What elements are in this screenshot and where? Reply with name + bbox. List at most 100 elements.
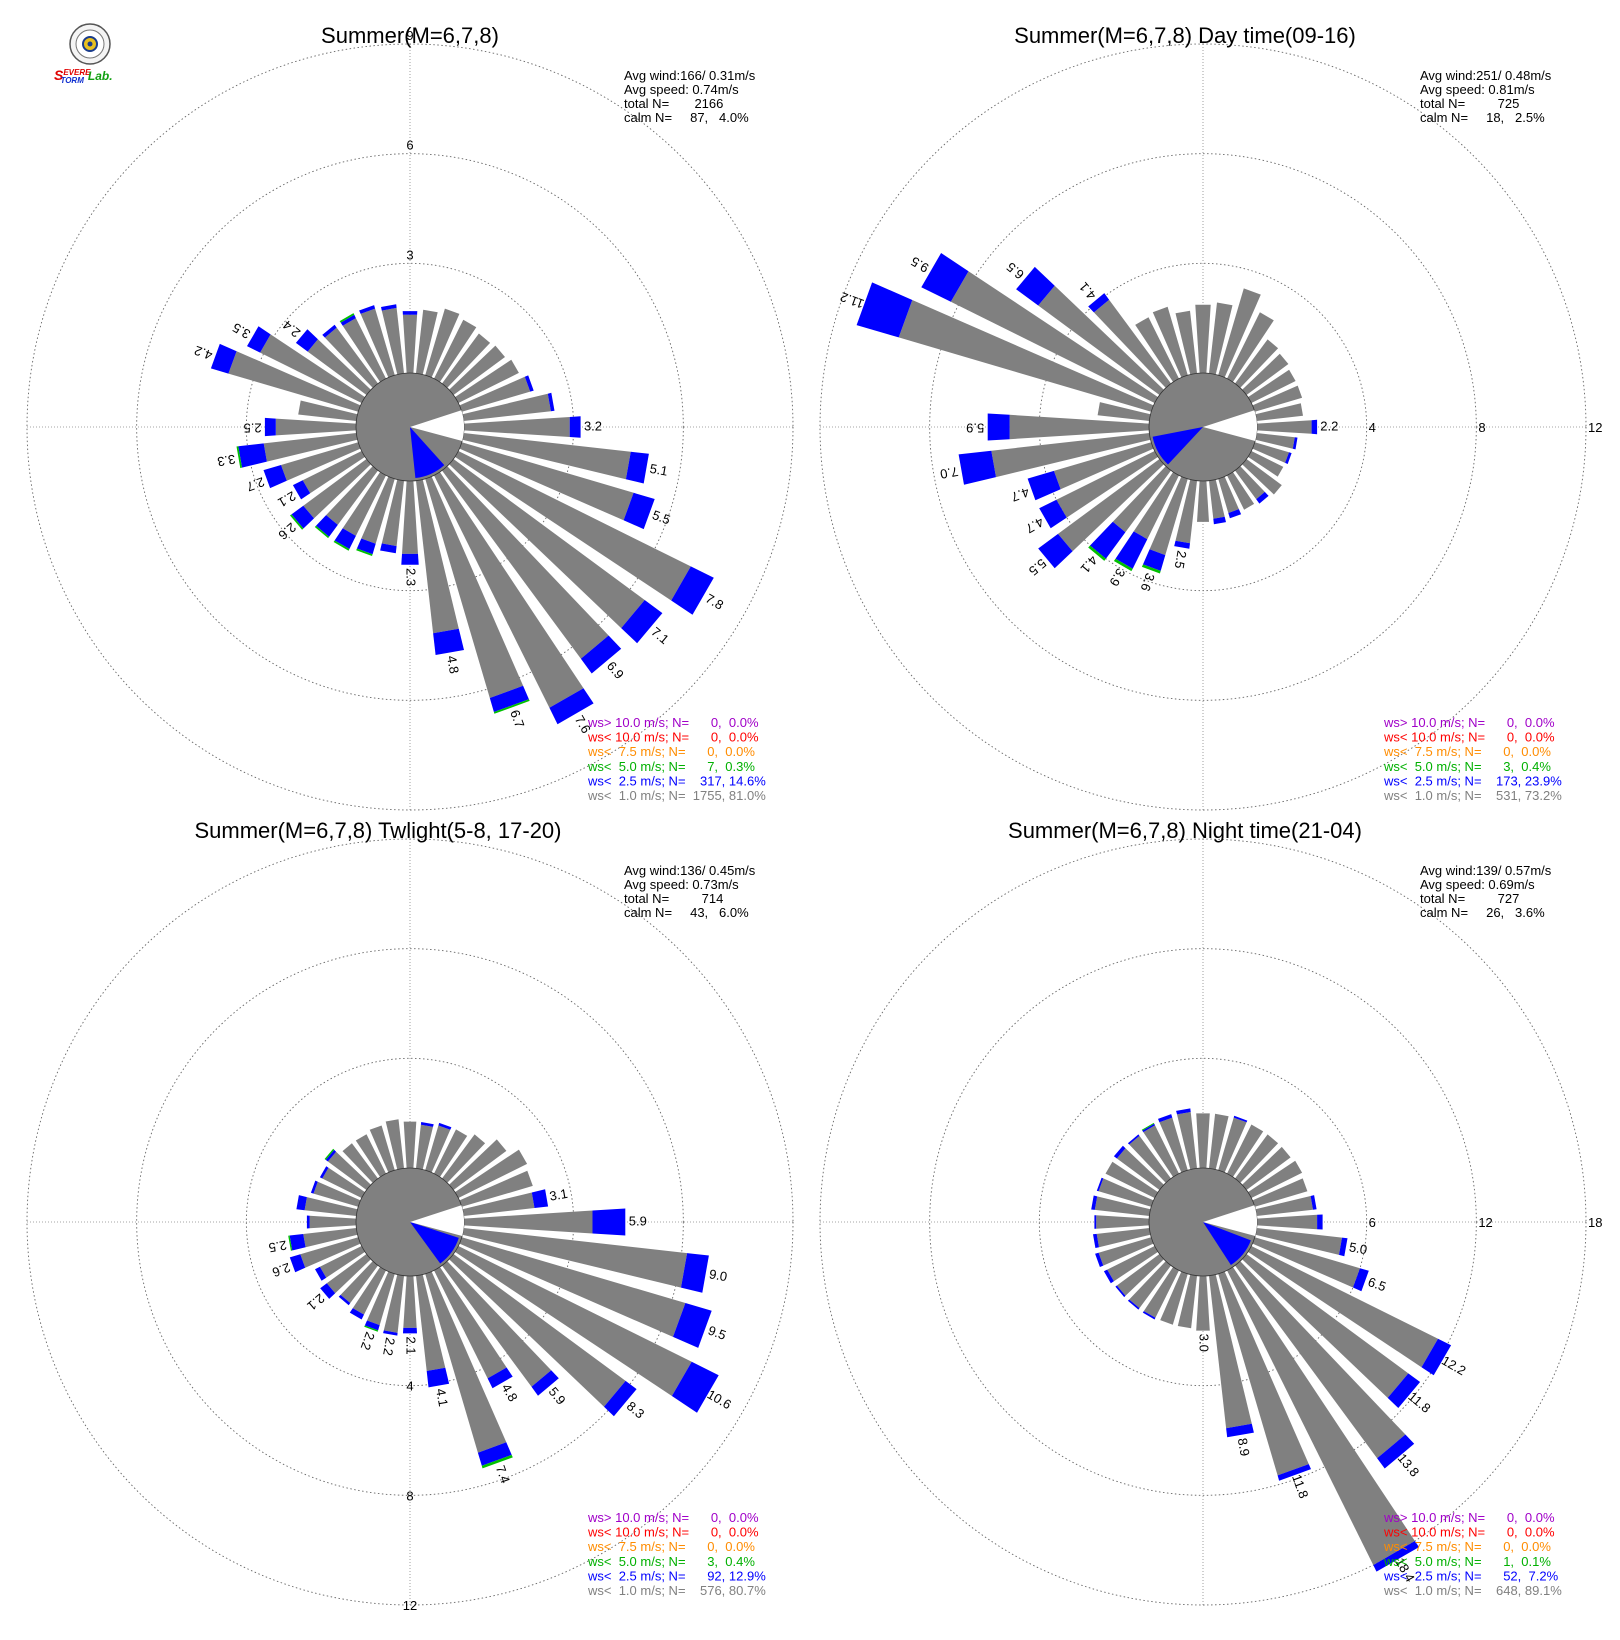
bar-value-label: 3.3 bbox=[216, 451, 236, 469]
direction-bar bbox=[416, 309, 438, 375]
avg-wind-sector bbox=[410, 427, 445, 478]
bar-segment-under-1ms bbox=[367, 1271, 395, 1326]
bar-value-label: 4.7 bbox=[1023, 514, 1046, 536]
calm-sector bbox=[1203, 1205, 1258, 1236]
bar-value-label: 8.3 bbox=[624, 1398, 647, 1421]
bar-segment-under-1ms bbox=[1248, 1246, 1438, 1368]
direction-bar bbox=[380, 479, 404, 554]
bar-segment-under-2.5ms bbox=[580, 635, 622, 674]
bar-segment-under-2.5ms bbox=[524, 375, 534, 392]
ring-label: 12 bbox=[403, 1598, 417, 1613]
bar-segment-under-2.5ms bbox=[1093, 1233, 1099, 1248]
direction-bar bbox=[1096, 1177, 1154, 1207]
direction-bar: 2.2 bbox=[380, 1274, 404, 1357]
wind-rose-panel: 4 8 12 3.1 5.9 9.0 9.5 10.6 8.3 5.9 4.8 7.4 4.1 2.1 2.… bbox=[26, 818, 794, 1613]
legend-entry: ws< 2.5 m/s; N= 317, 14.6% bbox=[587, 773, 766, 788]
bar-segment-under-2.5ms bbox=[1311, 419, 1318, 435]
direction-bar bbox=[1252, 442, 1292, 464]
bar-segment-under-1ms bbox=[326, 1254, 371, 1294]
bar-value-label: 6.9 bbox=[604, 658, 627, 681]
direction-bar: 4.1 bbox=[416, 1274, 451, 1408]
bar-segment-under-1ms bbox=[355, 1134, 386, 1177]
direction-bar bbox=[459, 375, 534, 412]
direction-bar: 9.0 bbox=[462, 1228, 728, 1293]
direction-bar bbox=[1105, 1161, 1158, 1198]
bar-segment-under-2.5ms bbox=[987, 413, 1010, 441]
direction-bar bbox=[1235, 466, 1269, 504]
direction-bar bbox=[1248, 451, 1284, 477]
bar-segment-under-2.5ms bbox=[381, 304, 397, 311]
bar-segment-under-1ms bbox=[309, 1215, 357, 1229]
bar-segment-under-5ms bbox=[236, 446, 242, 469]
calm-sector bbox=[410, 1205, 465, 1236]
bar-value-label: 9.0 bbox=[708, 1266, 728, 1284]
bar-segment-under-1ms bbox=[1227, 312, 1274, 382]
bar-segment-under-1ms bbox=[300, 1237, 361, 1268]
lab-wordmark: SEVERE TORM Lab. bbox=[54, 67, 113, 84]
legend-entry: ws> 10.0 m/s; N= 0, 0.0% bbox=[1383, 715, 1555, 730]
bar-segment-under-2.5ms bbox=[292, 480, 311, 500]
bar-segment-under-1ms bbox=[1159, 1117, 1188, 1173]
bar-value-label: 11.2 bbox=[838, 289, 866, 311]
direction-bar bbox=[315, 1246, 365, 1281]
grid-ring bbox=[819, 43, 1587, 811]
legend-entry: ws< 5.0 m/s; N= 1, 0.1% bbox=[1383, 1554, 1551, 1569]
direction-bar bbox=[349, 1267, 386, 1320]
bar-segment-under-1ms bbox=[307, 339, 371, 395]
ring-label: 12 bbox=[1478, 1215, 1492, 1230]
bar-segment-under-2.5ms bbox=[489, 685, 529, 712]
bar-segment-under-2.5ms bbox=[315, 1266, 327, 1281]
direction-bar: 9.5 bbox=[459, 1237, 728, 1348]
bar-value-label: 2.3 bbox=[404, 568, 419, 586]
bar-segment-under-2.5ms bbox=[289, 1254, 306, 1273]
bar-segment-under-1ms bbox=[1105, 1161, 1158, 1198]
bar-segment-under-2.5ms bbox=[1233, 1115, 1248, 1123]
direction-bar bbox=[1242, 459, 1282, 495]
direction-bar bbox=[1218, 1115, 1248, 1173]
bar-segment-under-1ms bbox=[459, 376, 531, 412]
direction-bar bbox=[342, 1143, 378, 1183]
bar-segment-under-2.5ms bbox=[310, 1180, 318, 1194]
bar-segment-under-1ms bbox=[462, 433, 631, 480]
bar-segment-under-1ms bbox=[1135, 317, 1179, 382]
stats-line: Avg wind:166/ 0.31m/s bbox=[624, 68, 756, 83]
bar-segment-under-1ms bbox=[1195, 304, 1211, 374]
bar-segment-under-1ms bbox=[361, 476, 395, 544]
bar-segment-under-2.5ms bbox=[334, 528, 356, 549]
bar-segment-under-1ms bbox=[303, 459, 371, 519]
stats-line: calm N= 18, 2.5% bbox=[1420, 110, 1545, 125]
direction-bar bbox=[310, 1180, 361, 1207]
direction-bar bbox=[1255, 403, 1303, 421]
bar-segment-under-1ms bbox=[434, 1267, 507, 1379]
bar-segment-under-1ms bbox=[1218, 1117, 1247, 1173]
bar-segment-under-1ms bbox=[1094, 1196, 1151, 1216]
direction-bar bbox=[1195, 304, 1211, 374]
direction-bar bbox=[1227, 312, 1274, 382]
direction-bar bbox=[1094, 1215, 1150, 1229]
legend-entry: ws< 5.0 m/s; N= 7, 0.3% bbox=[587, 759, 755, 774]
logo-evere: EVERE bbox=[63, 68, 91, 77]
bar-segment-under-1ms bbox=[1248, 369, 1296, 403]
bar-value-label: 5.5 bbox=[1026, 556, 1049, 579]
logo-lab: Lab. bbox=[88, 69, 113, 83]
direction-bar bbox=[425, 308, 460, 378]
direction-bar bbox=[1115, 1254, 1164, 1298]
direction-bar bbox=[1175, 310, 1197, 375]
bar-segment-under-1ms bbox=[1218, 1271, 1309, 1476]
bar-segment-under-2.5ms bbox=[210, 343, 237, 374]
direction-bar bbox=[1113, 1145, 1164, 1190]
bar-segment-under-1ms bbox=[1235, 1134, 1279, 1183]
bar-value-label: 5.1 bbox=[649, 461, 669, 479]
bar-segment-under-1ms bbox=[1196, 1113, 1210, 1169]
bar-segment-under-1ms bbox=[1160, 1271, 1188, 1325]
legend-entry: ws< 5.0 m/s; N= 3, 0.4% bbox=[1383, 759, 1551, 774]
bar-segment-under-1ms bbox=[442, 333, 491, 388]
legend-entry: ws< 7.5 m/s; N= 0, 0.0% bbox=[587, 1539, 755, 1554]
bar-value-label: 5.9 bbox=[546, 1384, 569, 1407]
bar-segment-under-2.5ms bbox=[604, 1380, 637, 1417]
ring-label: 8 bbox=[406, 1488, 413, 1503]
legend-entry: ws< 5.0 m/s; N= 3, 0.4% bbox=[587, 1554, 755, 1569]
bar-segment-under-1ms bbox=[462, 1228, 688, 1288]
direction-bar bbox=[462, 392, 555, 421]
bar-segment-under-1ms bbox=[463, 417, 570, 437]
